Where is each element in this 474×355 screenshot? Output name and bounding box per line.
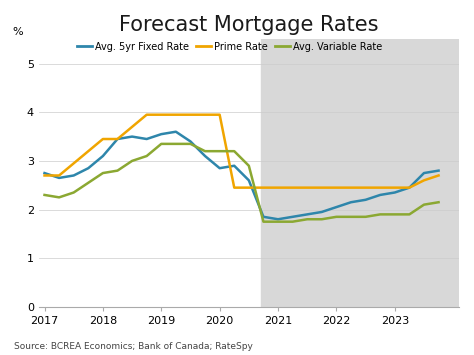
Bar (261, 39, 459, 307)
Y-axis label: %: % (12, 27, 23, 37)
Title: Forecast Mortgage Rates: Forecast Mortgage Rates (119, 15, 379, 35)
Text: Source: BCREA Economics; Bank of Canada; RateSpy: Source: BCREA Economics; Bank of Canada;… (14, 343, 253, 351)
Legend: Avg. 5yr Fixed Rate, Prime Rate, Avg. Variable Rate: Avg. 5yr Fixed Rate, Prime Rate, Avg. Va… (77, 42, 382, 51)
